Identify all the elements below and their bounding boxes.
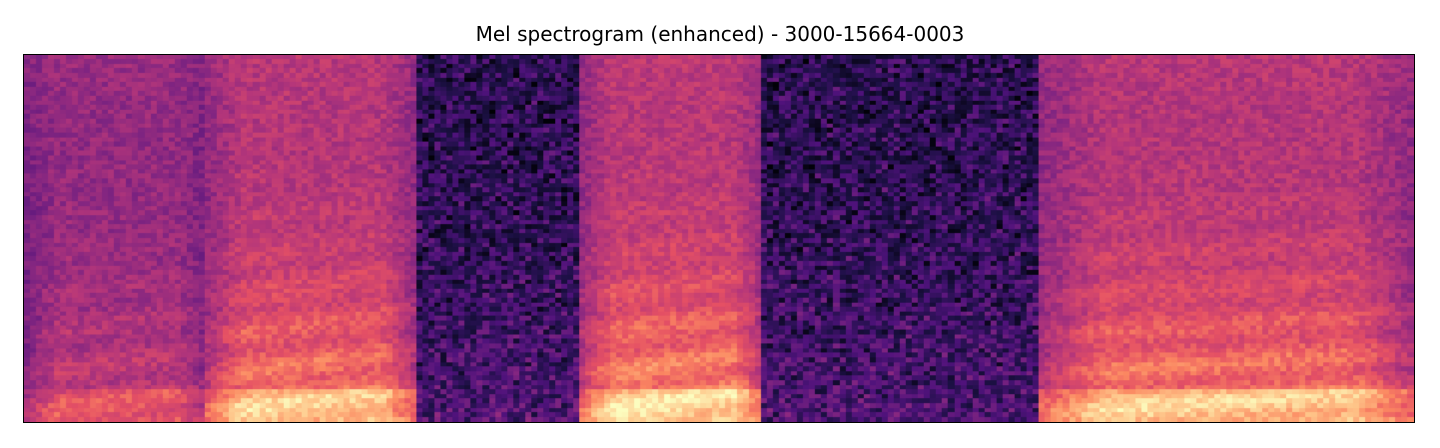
- chart-title: Mel spectrogram (enhanced) - 3000-15664-…: [475, 22, 965, 46]
- spectrogram-plot-area: [23, 54, 1415, 423]
- spectrogram-heatmap: [24, 55, 1414, 422]
